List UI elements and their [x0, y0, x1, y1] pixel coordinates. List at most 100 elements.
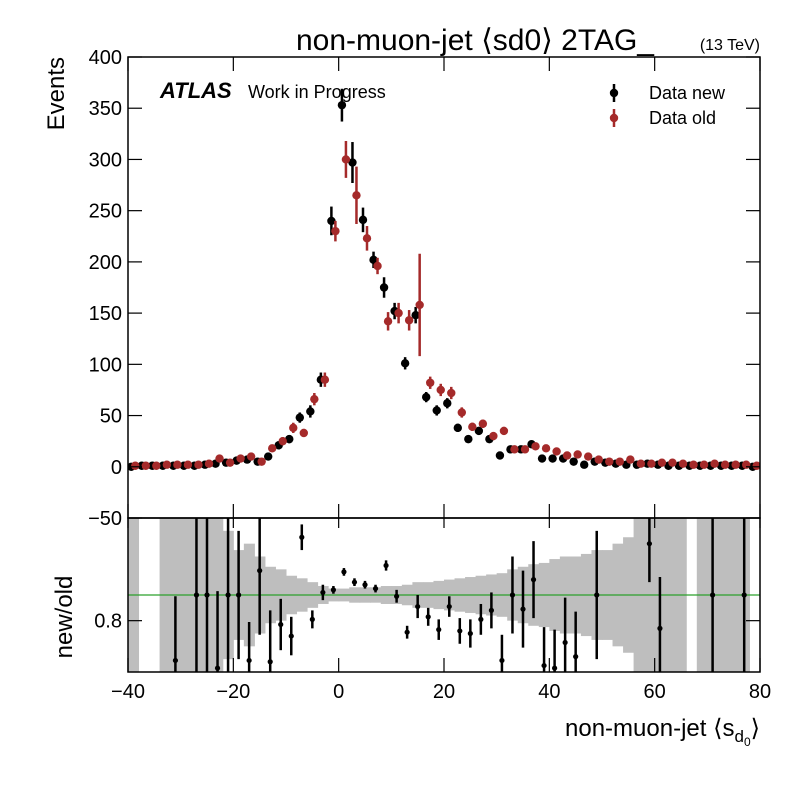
data-point	[337, 100, 347, 110]
data-point	[299, 428, 308, 438]
x-tick-label: 20	[433, 681, 455, 703]
ratio-point	[225, 592, 231, 598]
data-point	[537, 454, 547, 463]
data-point	[236, 454, 245, 463]
ratio-point	[594, 592, 600, 598]
ratio-point	[488, 607, 494, 614]
data-point	[415, 300, 424, 310]
data-point	[548, 454, 557, 463]
ratio-point	[657, 625, 663, 631]
data-point	[204, 459, 214, 468]
data-point	[331, 226, 340, 236]
legend-label: Data new	[649, 83, 726, 103]
ratio-point	[710, 592, 716, 598]
y-tick-label: 100	[89, 354, 122, 376]
data-point	[257, 457, 266, 466]
ratio-point	[362, 582, 368, 588]
data-point	[173, 460, 182, 469]
ratio-point	[415, 603, 421, 610]
data-point	[306, 407, 315, 416]
data-point	[183, 460, 193, 469]
y-tick-label: 150	[89, 303, 122, 325]
data-point	[289, 423, 298, 433]
ratio-point	[288, 633, 294, 639]
x-tick-label: 60	[644, 681, 666, 703]
data-point	[411, 310, 420, 320]
ratio-point	[467, 630, 473, 637]
ratio-point	[446, 603, 452, 610]
data-point	[264, 452, 273, 461]
data-point	[152, 461, 161, 470]
ratio-point	[646, 541, 653, 547]
x-axis-label-close: ⟩	[751, 715, 760, 742]
data-point	[668, 458, 677, 467]
data-point	[594, 455, 603, 464]
x-tick-label: −20	[216, 681, 250, 703]
data-point	[383, 317, 393, 326]
data-point	[720, 460, 730, 469]
y-tick-label: 400	[89, 47, 122, 69]
data-point	[580, 460, 589, 469]
y-tick-label: 300	[89, 149, 122, 171]
data-point	[499, 426, 509, 436]
y-tick-label: 350	[89, 98, 122, 120]
data-point	[426, 378, 435, 387]
ratio-point	[309, 616, 315, 622]
data-point	[615, 457, 624, 466]
ratio-point	[330, 587, 336, 593]
data-point	[404, 316, 414, 325]
ratio-point	[372, 585, 379, 592]
data-point	[268, 444, 277, 453]
ratio-point	[436, 627, 442, 633]
x-axis-label: non-muon-jet ⟨sd0⟩	[565, 715, 760, 749]
data-point	[278, 436, 287, 446]
ratio-point	[541, 662, 547, 669]
data-point	[710, 459, 719, 468]
x-axis-label-subsub: 0	[744, 735, 751, 749]
main-plot	[128, 88, 760, 471]
ratio-point	[383, 562, 389, 569]
y-tick-label: 0	[111, 457, 122, 479]
data-point	[678, 459, 688, 468]
data-point	[636, 459, 646, 468]
data-point	[584, 452, 593, 461]
data-point	[358, 215, 368, 225]
data-point	[443, 399, 452, 408]
data-point	[569, 457, 578, 466]
data-point	[162, 460, 172, 469]
y-tick-label: 250	[89, 201, 122, 223]
data-point	[657, 458, 667, 467]
y-axis-label: Events	[43, 57, 70, 130]
data-point	[131, 461, 140, 470]
data-point	[464, 434, 473, 444]
data-point	[495, 451, 505, 460]
ratio-point	[509, 592, 516, 598]
data-point	[531, 442, 540, 451]
data-point	[468, 422, 477, 432]
ratio-point	[530, 577, 537, 583]
ratio-point	[425, 614, 431, 620]
data-point	[432, 406, 441, 415]
data-point	[552, 447, 561, 456]
data-point	[225, 458, 235, 467]
ratio-point	[394, 593, 400, 599]
data-point	[394, 308, 403, 318]
atlas-sub: Work in Progress	[248, 82, 386, 102]
data-point	[562, 451, 572, 460]
ratio-plot	[128, 518, 760, 672]
data-point	[626, 455, 635, 464]
energy-label: (13 TeV)	[700, 37, 760, 54]
data-point	[215, 454, 224, 463]
legend-label: Data old	[649, 108, 716, 128]
y-tick-label: 200	[89, 252, 122, 274]
ratio-y-tick-label: 0.8	[94, 611, 122, 633]
ratio-point	[204, 592, 210, 598]
ratio-point	[172, 657, 178, 664]
x-axis-label-text: non-muon-jet ⟨s	[565, 715, 734, 742]
data-point	[478, 419, 488, 428]
data-point	[194, 460, 203, 469]
data-point	[752, 461, 760, 470]
data-point	[457, 408, 466, 417]
ratio-point	[267, 659, 273, 665]
